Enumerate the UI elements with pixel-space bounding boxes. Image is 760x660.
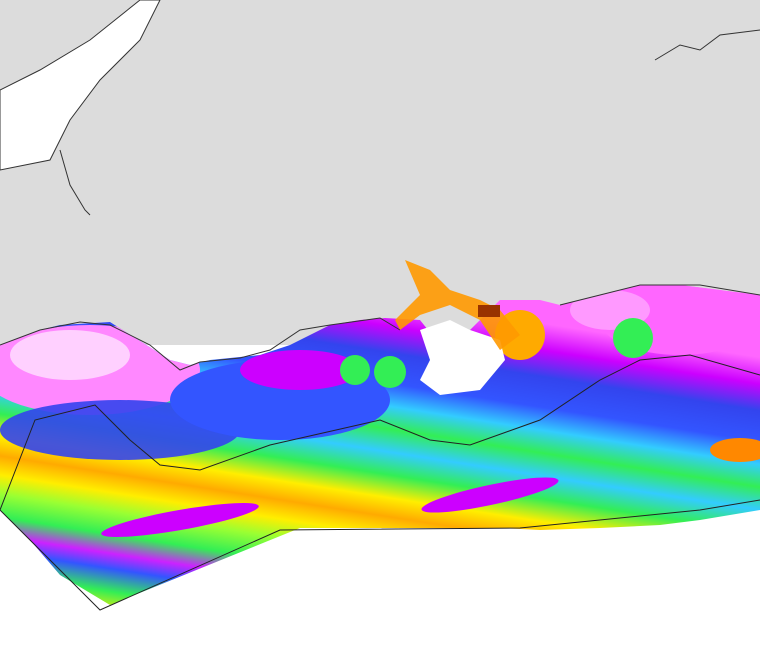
island: [420, 320, 505, 395]
estuary: [0, 0, 161, 171]
heatmap: [0, 285, 760, 605]
coastline-top-right: [654, 29, 760, 61]
study-area-outer: [0, 499, 760, 611]
hotspot: [478, 305, 500, 317]
estuary-channel: [395, 260, 520, 350]
coastline: [0, 284, 760, 371]
river: [59, 149, 91, 216]
study-area-boundary: [0, 354, 760, 511]
